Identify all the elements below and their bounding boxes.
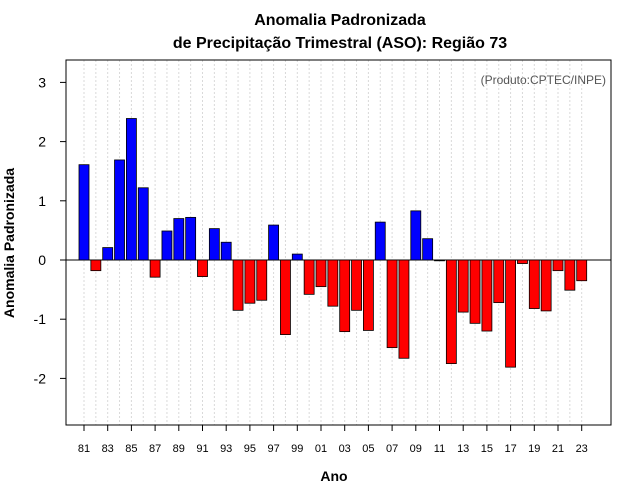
bar-14 <box>469 259 481 324</box>
bar-06 <box>374 221 386 261</box>
x-tick-label: 19 <box>528 443 540 455</box>
x-tick-label: 17 <box>504 443 516 455</box>
bar-95 <box>244 259 256 304</box>
x-tick-label: 23 <box>576 443 588 455</box>
x-tick-label: 21 <box>552 443 564 455</box>
y-tick-label: 2 <box>38 134 46 150</box>
bar-08 <box>398 259 410 359</box>
bar-20 <box>540 259 552 312</box>
bar-19 <box>528 259 540 309</box>
bar-22 <box>564 259 576 291</box>
x-tick-label: 87 <box>149 443 161 455</box>
x-tick-label: 95 <box>244 443 256 455</box>
x-tick-label: 91 <box>196 443 208 455</box>
y-tick-label: 0 <box>38 252 46 268</box>
bar-90 <box>185 216 197 261</box>
chart-subtitle: de Precipitação Trimestral (ASO): Região… <box>173 35 507 52</box>
bar-96 <box>256 259 268 301</box>
bar-04 <box>351 259 362 311</box>
y-tick-label: -1 <box>34 311 47 327</box>
bar-23 <box>576 259 588 282</box>
bar-09 <box>410 210 422 261</box>
x-tick-label: 01 <box>315 443 327 455</box>
bar-81 <box>78 164 90 261</box>
bar-13 <box>457 259 469 313</box>
bar-98 <box>280 259 291 335</box>
bar-05 <box>362 259 374 331</box>
bar-86 <box>137 187 149 261</box>
y-axis: -2 -1 0 1 2 3 <box>34 74 66 386</box>
bar-97 <box>268 224 280 261</box>
x-tick-label: 99 <box>291 443 303 455</box>
bar-02 <box>327 259 339 307</box>
x-tick-label: 05 <box>362 443 374 455</box>
source-annotation: (Produto:CPTEC/INPE) <box>481 73 606 87</box>
bar-01 <box>315 259 327 288</box>
x-tick-label: 97 <box>267 443 279 455</box>
x-tick-label: 09 <box>410 443 422 455</box>
x-tick-label: 83 <box>102 443 114 455</box>
bar-10 <box>422 238 434 261</box>
bar-17 <box>505 259 517 368</box>
bar-00 <box>303 259 315 295</box>
bar-93 <box>220 241 232 261</box>
bar-85 <box>126 118 137 261</box>
grid-lines <box>83 60 583 425</box>
bar-21 <box>552 259 564 272</box>
plot-frame <box>65 59 612 426</box>
x-axis: 81 83 85 87 89 91 93 95 97 99 01 03 05 07 09 11 13 15 17 19… <box>78 425 588 455</box>
bars <box>78 118 588 368</box>
x-tick-label: 89 <box>173 443 185 455</box>
x-tick-label: 13 <box>457 443 469 455</box>
bar-03 <box>339 259 351 333</box>
y-tick-label: 3 <box>38 74 46 90</box>
bar-07 <box>386 259 398 349</box>
bar-11 <box>434 259 445 262</box>
y-axis-title: Anomalia Padronizada <box>1 168 17 318</box>
bar-12 <box>445 259 457 364</box>
bar-92 <box>208 228 220 261</box>
x-tick-label: 03 <box>339 443 351 455</box>
bar-15 <box>481 259 493 332</box>
x-tick-label: 15 <box>481 443 493 455</box>
bar-83 <box>102 247 114 261</box>
chart-title: Anomalia Padronizada <box>254 12 426 29</box>
bar-99 <box>291 253 303 261</box>
x-tick-label: 85 <box>125 443 137 455</box>
bar-82 <box>90 259 102 272</box>
bar-94 <box>232 259 244 311</box>
bar-91 <box>197 259 208 277</box>
bar-89 <box>173 218 185 261</box>
bar-84 <box>114 159 125 261</box>
y-tick-label: 1 <box>38 193 46 209</box>
y-tick-label: -2 <box>34 370 47 386</box>
bar-88 <box>161 230 173 261</box>
bar-87 <box>149 259 161 278</box>
x-tick-label: 11 <box>434 443 445 455</box>
x-tick-label: 07 <box>386 443 398 455</box>
bar-16 <box>493 259 505 304</box>
bar-18 <box>517 259 528 264</box>
x-axis-title: Ano <box>320 468 347 484</box>
x-tick-label: 81 <box>78 443 90 455</box>
x-tick-label: 93 <box>220 443 232 455</box>
